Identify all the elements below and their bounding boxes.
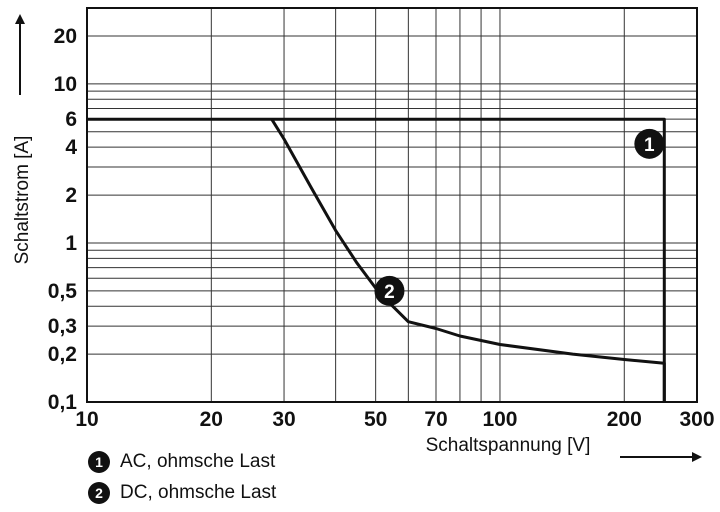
y-tick-label: 2 <box>65 184 77 207</box>
y-axis-title: Schaltstrom [A] <box>12 136 33 265</box>
y-tick-label: 6 <box>65 108 77 131</box>
series-marker-1 <box>634 128 665 159</box>
y-tick-label: 10 <box>54 73 77 96</box>
legend-item-ac: 1 AC, ohmsche Last <box>88 451 275 473</box>
legend-label-ac: AC, ohmsche Last <box>120 451 276 472</box>
x-tick-label: 300 <box>679 408 714 431</box>
legend-marker-1: 1 <box>88 451 110 473</box>
series-marker-label-1: 1 <box>644 135 655 156</box>
plot-frame <box>86 7 698 403</box>
y-tick-label: 1 <box>65 232 77 255</box>
series-line-2 <box>270 118 666 402</box>
grid <box>86 7 698 403</box>
x-tick-label: 20 <box>200 408 223 431</box>
x-tick-label: 50 <box>364 408 387 431</box>
y-tick-label: 0,1 <box>48 391 78 414</box>
y-tick-label: 0,5 <box>48 280 78 303</box>
legend-marker-2: 2 <box>88 482 110 504</box>
x-axis-title: Schaltspannung [V] <box>426 435 591 456</box>
y-tick-label: 20 <box>54 25 77 48</box>
series-marker-label-2: 2 <box>384 282 395 303</box>
series-line-1 <box>87 117 666 402</box>
y-tick-label: 4 <box>65 136 77 159</box>
x-tick-label: 100 <box>482 408 517 431</box>
series-markers: 12 <box>374 128 665 306</box>
x-tick-label: 10 <box>75 408 98 431</box>
legend-label-dc: DC, ohmsche Last <box>120 482 277 503</box>
series-layer <box>87 117 666 402</box>
x-tick-label: 70 <box>424 408 447 431</box>
x-tick-label: 200 <box>607 408 642 431</box>
y-tick-label: 0,3 <box>48 315 77 338</box>
x-tick-label: 30 <box>272 408 295 431</box>
series-marker-2 <box>374 275 405 306</box>
y-tick-label: 0,2 <box>48 343 77 366</box>
legend-item-dc: 2 DC, ohmsche Last <box>88 482 276 504</box>
